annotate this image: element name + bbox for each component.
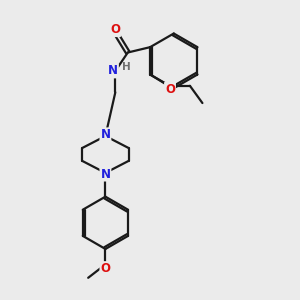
Text: N: N [108,64,118,77]
Text: H: H [122,62,131,72]
Text: O: O [110,23,120,36]
Text: O: O [100,262,110,275]
Text: N: N [100,128,110,141]
Text: N: N [100,168,110,181]
Text: O: O [165,83,175,96]
